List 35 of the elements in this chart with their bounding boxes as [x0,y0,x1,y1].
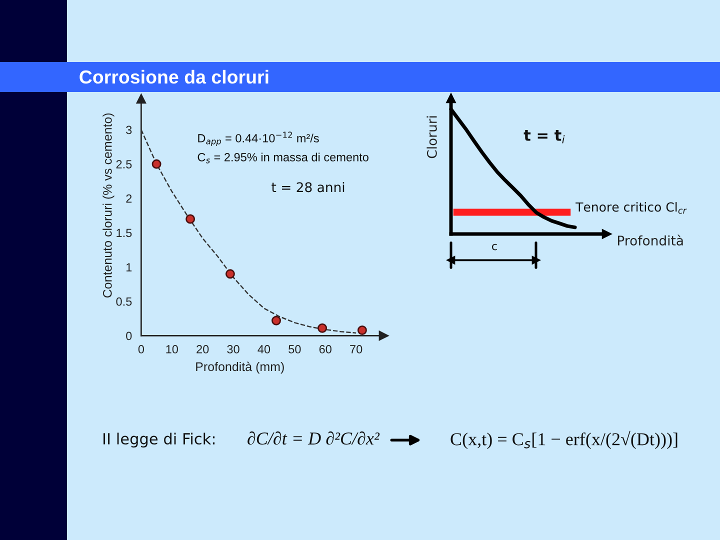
point [272,316,281,326]
x-tick-label: 0 [138,345,144,354]
text: C(x,t) = C$_{s}$[1 − erf(x/(2√(Dt)))] [450,430,678,450]
y-tick-label: 0.5 [116,297,132,306]
annotation: C$_{s}$ = 2.95% in massa di cemento [198,152,368,164]
y-tick-label: 1.5 [116,228,132,238]
x-tick-label: 50 [288,345,301,354]
y-tick-label: 0 [126,332,132,340]
annotation: t = 28 anni [272,182,344,192]
text: ∂C/∂t = D ∂²C/∂x² [248,431,380,445]
x-tick-label: 70 [350,345,362,354]
y-tick-label: 1 [126,263,132,272]
annotation: D$_{app}$ = 0.44·10$^{−12}$ m²/s [198,132,319,146]
point [225,269,235,279]
point [357,325,367,335]
y-tick-label: 3 [126,126,132,134]
annotation: t = t$_{i}$ [524,130,565,144]
x-tick-label: 40 [258,345,270,354]
text: c [492,244,497,250]
y-tick-label: 2 [126,194,132,203]
chart-title: Corrosione da cloruri [80,70,268,84]
y-tick-label: 2.5 [116,160,132,168]
x-tick-label: 60 [319,345,332,354]
point [318,323,328,333]
x-tick-label: 10 [166,345,178,354]
point [152,159,162,169]
x-axis-title: Profondità [618,234,683,246]
y-axis-title: Contenuto cloruri (% vs cemento) [102,113,114,298]
text: II legge di Fick: [104,432,215,448]
y-axis-title: Cloruri [426,116,437,158]
x-axis-title: Profondità (mm) [196,362,284,374]
point [186,214,196,224]
ref-line-label: Tenore critico Cl$_{cr}$ [576,202,687,214]
x-tick-label: 20 [196,345,209,354]
x-tick-label: 30 [227,345,240,354]
